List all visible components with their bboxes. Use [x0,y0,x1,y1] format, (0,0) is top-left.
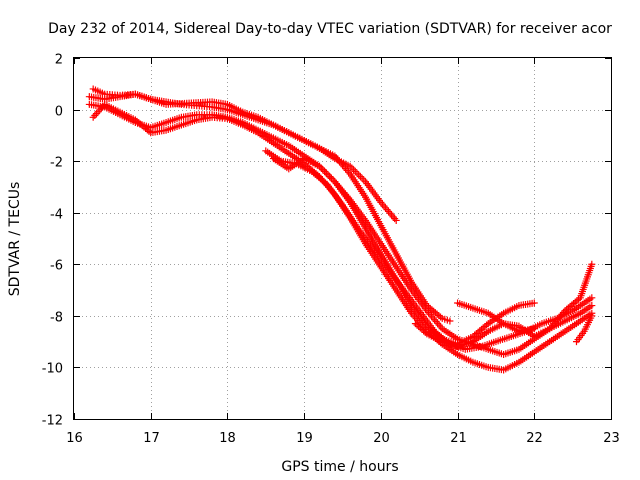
data-point-interp [329,176,337,184]
data-series [454,299,538,335]
y-tick-label: 2 [55,53,63,68]
data-point [89,113,97,121]
data-point-interp [435,321,443,329]
data-point [346,162,354,170]
data-point-interp [416,324,424,332]
y-tick-label: -12 [42,414,63,429]
data-point-interp [388,211,396,219]
data-point-interp [413,321,421,329]
x-tick-label: 20 [373,431,390,446]
y-axis-label: SDTVAR / TECUs [7,182,23,297]
data-point-interp [380,202,388,210]
data-point [392,216,400,224]
data-point-interp [322,169,330,177]
x-tick-label: 16 [66,431,83,446]
data-point-interp [91,111,99,119]
y-tick-label: -10 [42,362,63,377]
data-point-interp [351,167,359,175]
data-point-interp [348,164,356,172]
data-point-interp [321,167,329,175]
y-tick-label: -8 [50,311,63,326]
data-point-interp [321,179,329,187]
y-tick-label: -6 [50,259,63,274]
data-point-interp [391,215,399,223]
data-point-interp [383,206,391,214]
data-point [588,312,596,320]
data-point-interp [92,110,100,118]
data-layer [85,85,596,374]
grid [74,58,611,419]
y-tick-label: -2 [50,156,63,171]
data-point-interp [420,327,428,335]
data-point [588,294,596,302]
data-point-interp [389,213,397,221]
data-series [262,147,596,353]
data-point-interp [353,169,361,177]
data-point [530,299,538,307]
data-point-interp [421,328,429,336]
data-point-interp [415,323,423,331]
data-point [446,317,454,325]
x-tick-label: 22 [526,431,543,446]
x-axis-label: GPS time / hours [281,459,398,475]
x-tick-label: 18 [219,431,236,446]
data-point-interp [483,321,491,329]
data-series [269,155,596,359]
data-series [572,312,596,346]
data-point-interp [386,209,394,217]
chart-title: Day 232 of 2014, Sidereal Day-to-day VTE… [48,21,612,37]
data-point-interp [324,171,332,179]
data-point-interp [350,166,358,174]
x-tick-label: 17 [143,431,160,446]
data-point-interp [319,166,327,174]
data-series [85,100,538,348]
data-point [530,325,538,333]
data-point [315,162,323,170]
x-tick-label: 21 [450,431,467,446]
plot-frame [73,57,612,420]
data-series [85,90,400,224]
data-point-interp [355,171,363,179]
data-point [588,260,596,268]
data-point-interp [432,318,440,326]
data-point-interp [437,323,445,331]
data-point-interp [145,127,153,135]
data-point-interp [381,204,389,212]
data-point-interp [356,173,364,181]
data-point [588,302,596,310]
data-point [411,320,419,328]
data-point-interp [326,173,334,181]
data-point-interp [327,174,335,182]
data-point-interp [437,313,445,321]
data-point-interp [317,164,325,172]
y-tick-label: -4 [50,208,63,223]
x-tick-label: 19 [296,431,313,446]
x-tick-label: 23 [603,431,620,446]
data-point-interp [575,295,583,303]
data-point-interp [418,325,426,333]
data-point-interp [360,176,368,184]
y-tick-label: 0 [55,105,63,120]
data-point-interp [434,319,442,327]
data-point-interp [358,174,366,182]
